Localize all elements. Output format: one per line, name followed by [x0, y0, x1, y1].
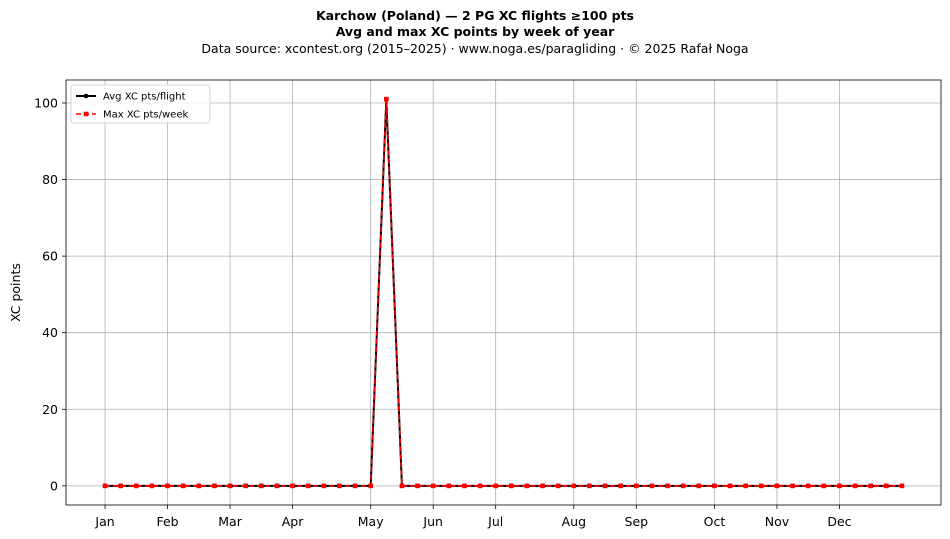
max-point [290, 483, 295, 489]
x-tick-label: Jun [422, 514, 443, 529]
max-point [321, 483, 327, 489]
max-point [696, 483, 702, 489]
max-point [899, 483, 905, 489]
x-tick-label: Feb [156, 514, 178, 529]
max-point [337, 483, 342, 489]
max-point [305, 483, 311, 489]
max-point [727, 483, 733, 489]
max-point [165, 483, 170, 489]
chart-source-note: Data source: xcontest.org (2015–2025) · … [201, 41, 749, 56]
x-tick-label: Apr [282, 514, 304, 529]
max-point [493, 483, 498, 489]
max-point [384, 96, 389, 102]
max-point [587, 483, 592, 489]
max-point [180, 483, 186, 489]
max-point [884, 483, 889, 489]
max-point [743, 483, 748, 489]
max-point [196, 483, 202, 489]
max-point [149, 483, 155, 489]
max-point [852, 483, 858, 489]
max-point [430, 483, 436, 489]
max-point [509, 483, 514, 489]
x-tick-label: Jan [94, 514, 114, 529]
max-point [837, 483, 842, 489]
legend: Avg XC pts/flight Max XC pts/week [70, 84, 211, 124]
x-tick-label: Sep [625, 514, 649, 529]
plot-frame [65, 79, 942, 506]
max-point [102, 483, 108, 489]
max-point [712, 483, 717, 489]
max-point [352, 483, 358, 489]
max-point [462, 483, 467, 489]
chart-subtitle: Avg and max XC points by week of year [335, 24, 615, 39]
y-tick-label: 0 [50, 478, 58, 493]
y-tick-label: 100 [34, 95, 58, 110]
max-point [649, 483, 655, 489]
axis-ticks: Jan Feb Mar Apr May Jun Jul Aug Sep Oct Nov Dec 0 20 4… [34, 95, 852, 529]
x-tick-label: Jul [487, 514, 503, 529]
legend-label: Max XC pts/week [103, 110, 188, 121]
x-tick-label: Nov [765, 514, 790, 529]
y-axis-label: XC points [8, 263, 23, 322]
y-tick-label: 80 [42, 172, 58, 187]
max-point [259, 483, 264, 489]
max-point [243, 483, 248, 489]
chart-title: Karchow (Poland) — 2 PG XC flights ≥100 … [315, 8, 634, 23]
series-layer [102, 96, 905, 489]
max-point [618, 483, 623, 489]
max-point [227, 483, 233, 489]
legend-marker [83, 93, 89, 99]
max-point [790, 483, 795, 489]
max-point [399, 483, 405, 489]
legend-marker [83, 111, 89, 117]
y-tick-label: 20 [42, 402, 58, 417]
chart-title-block: Karchow (Poland) — 2 PG XC flights ≥100 … [0, 8, 950, 57]
y-tick-label: 40 [42, 325, 58, 340]
max-point [821, 483, 827, 489]
x-tick-label: Oct [704, 514, 726, 529]
max-point [774, 483, 780, 489]
max-point [805, 483, 811, 489]
max-point [602, 483, 608, 489]
legend-label: Avg XC pts/flight [103, 92, 186, 103]
series-line-avg [105, 98, 902, 487]
max-point [368, 483, 373, 489]
max-point [680, 483, 686, 489]
max-point [540, 483, 545, 489]
max-point [134, 483, 139, 489]
max-point [555, 483, 561, 489]
x-tick-label: Aug [562, 514, 586, 529]
series-line-max [105, 98, 902, 487]
max-point [634, 483, 639, 489]
max-point [212, 483, 217, 489]
max-point [446, 483, 452, 489]
max-point [759, 483, 764, 489]
max-point [415, 483, 420, 489]
x-tick-label: May [358, 514, 384, 529]
max-point [571, 483, 577, 489]
max-point [118, 483, 123, 489]
y-tick-label: 60 [42, 249, 58, 264]
max-point [274, 483, 280, 489]
max-point [524, 483, 530, 489]
max-point [665, 483, 670, 489]
x-tick-label: Dec [827, 514, 851, 529]
x-tick-label: Mar [218, 514, 242, 529]
max-point [477, 483, 483, 489]
max-point [868, 483, 873, 489]
grid [66, 80, 941, 505]
legend-box [70, 84, 211, 124]
